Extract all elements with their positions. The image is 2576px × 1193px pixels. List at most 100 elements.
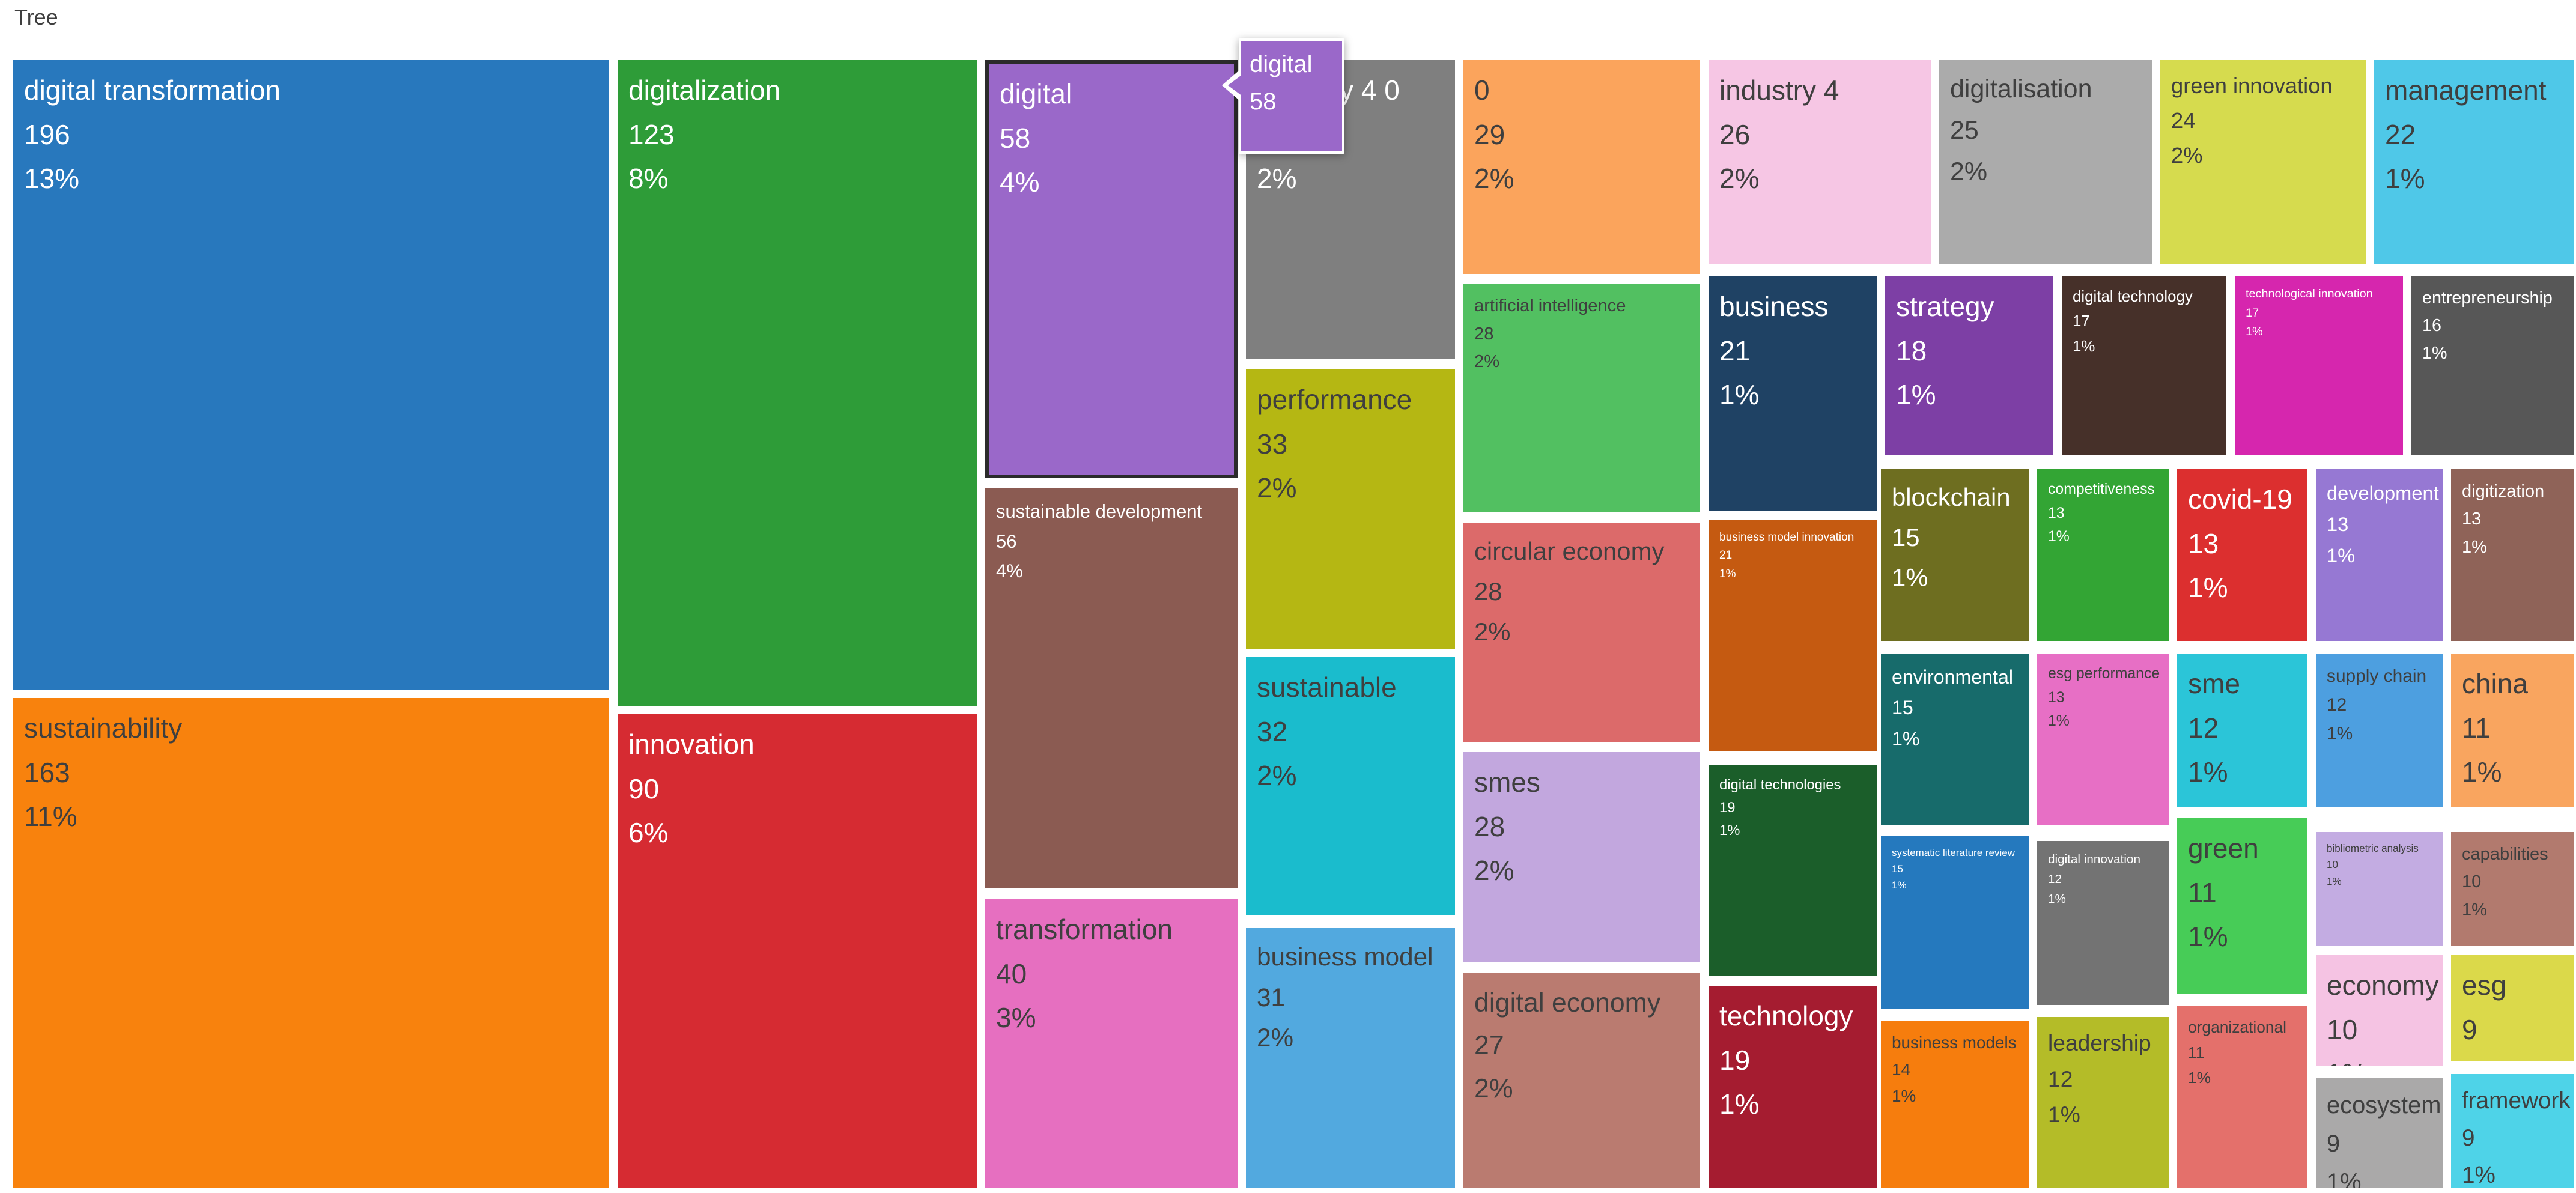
tile-esg-performance[interactable]: esg performance 13 1%	[2037, 654, 2169, 825]
tile-technological-innovation[interactable]: technological innovation 17 1%	[2235, 276, 2403, 455]
tile-digital-economy[interactable]: digital economy 27 2%	[1463, 973, 1700, 1188]
tile-sustainable-development[interactable]: sustainable development 56 4%	[985, 488, 1238, 888]
tile-percent: 1%	[1719, 822, 1740, 839]
tile-label: economy	[2327, 970, 2439, 1001]
tile-sme[interactable]: sme 12 1%	[2177, 654, 2307, 807]
tile-percent: 2%	[1474, 1073, 1513, 1103]
tile-innovation[interactable]: innovation 90 6%	[618, 714, 977, 1188]
tile-percent: 1%	[2048, 529, 2070, 545]
tile-green-innovation[interactable]: green innovation 24 2%	[2160, 60, 2366, 264]
tile-label: development	[2327, 482, 2439, 504]
tile-value: 10	[2327, 1013, 2358, 1045]
tile-percent: 1%	[2188, 1069, 2211, 1087]
tile-technology[interactable]: technology 19 1%	[1709, 986, 1877, 1188]
tile-label: transformation	[996, 914, 1173, 945]
tile-value: 28	[1474, 324, 1494, 344]
tile-circular-economy[interactable]: circular economy 28 2%	[1463, 523, 1700, 742]
tile-percent: 1%	[2327, 1168, 2362, 1188]
tile-blockchain[interactable]: blockchain 15 1%	[1881, 469, 2029, 641]
tile-systematic-literature-review[interactable]: systematic literature review 15 1%	[1881, 836, 2029, 1009]
tile-percent: 2%	[1474, 617, 1511, 646]
tile-value: 21	[1719, 335, 1751, 366]
tile-label: environmental	[1892, 666, 2013, 688]
tile-0[interactable]: 0 29 2%	[1463, 60, 1700, 274]
tile-framework[interactable]: framework 9 1%	[2451, 1074, 2574, 1188]
tile-value: 19	[1719, 800, 1736, 816]
tile-label: digitalisation	[1950, 74, 2092, 103]
tile-china[interactable]: china 11 1%	[2451, 654, 2574, 807]
tile-digitalisation[interactable]: digitalisation 25 2%	[1939, 60, 2152, 264]
tile-business[interactable]: business 21 1%	[1709, 276, 1877, 511]
tile-percent: 1%	[1892, 879, 1907, 891]
tile-green[interactable]: green 11 1%	[2177, 818, 2307, 994]
tile-percent: 1%	[2048, 1102, 2080, 1128]
tile-digital-technology[interactable]: digital technology 17 1%	[2062, 276, 2226, 455]
chart-title: Tree	[14, 5, 58, 29]
tile-percent: 1%	[2462, 1052, 2563, 1061]
tile-label: business models	[1892, 1033, 2017, 1052]
tile-economy[interactable]: economy 10 1%	[2316, 955, 2443, 1066]
tile-esg[interactable]: esg 9 1%	[2451, 955, 2574, 1061]
tile-value: 11	[2462, 712, 2491, 744]
tile-digitization[interactable]: digitization 13 1%	[2451, 469, 2574, 641]
tile-value: 11	[2188, 1043, 2205, 1062]
tile-smes[interactable]: smes 28 2%	[1463, 752, 1700, 962]
tile-digital-transformation[interactable]: digital transformation 196 13%	[13, 60, 609, 690]
tile-value: 22	[2385, 118, 2416, 150]
tile-label: management	[2385, 74, 2547, 106]
tile-environmental[interactable]: environmental 15 1%	[1881, 654, 2029, 825]
tile-percent: 4%	[1000, 166, 1040, 198]
tile-covid-19[interactable]: covid-19 13 1%	[2177, 469, 2307, 641]
tile-organizational[interactable]: organizational 11 1%	[2177, 1006, 2307, 1188]
tile-percent: 1%	[2327, 544, 2356, 567]
tile-digital-innovation[interactable]: digital innovation 12 1%	[2037, 841, 2169, 1005]
tile-value: 31	[1257, 983, 1285, 1012]
tile-industry-4[interactable]: industry 4 26 2%	[1709, 60, 1931, 264]
tile-sustainable[interactable]: sustainable 32 2%	[1246, 657, 1455, 915]
tile-label: green	[2188, 833, 2259, 864]
tile-value: 123	[628, 118, 675, 150]
tile-business-model[interactable]: business model 31 2%	[1246, 928, 1455, 1188]
tile-transformation[interactable]: transformation 40 3%	[985, 899, 1238, 1188]
tile-percent: 1%	[2048, 713, 2070, 730]
tile-development[interactable]: development 13 1%	[2316, 469, 2443, 641]
tile-label: blockchain	[1892, 483, 2011, 511]
tile-entrepreneurship[interactable]: entrepreneurship 16 1%	[2411, 276, 2574, 455]
tile-value: 13	[2048, 505, 2065, 521]
tile-digitalization[interactable]: digitalization 123 8%	[618, 60, 977, 706]
tile-value: 58	[1000, 122, 1031, 154]
tile-label: innovation	[628, 729, 755, 760]
tile-leadership[interactable]: leadership 12 1%	[2037, 1017, 2169, 1188]
tile-performance[interactable]: performance 33 2%	[1246, 369, 1455, 649]
tile-capabilities[interactable]: capabilities 10 1%	[2451, 832, 2574, 946]
tile-digital[interactable]: digital 58 4%	[985, 60, 1238, 478]
tile-percent: 2%	[1474, 163, 1514, 195]
tile-competitiveness[interactable]: competitiveness 13 1%	[2037, 469, 2169, 641]
tile-percent: 1%	[2188, 921, 2228, 953]
tile-value: 12	[2327, 694, 2347, 715]
tile-artificial-intelligence[interactable]: artificial intelligence 28 2%	[1463, 284, 1700, 512]
tile-value: 10	[2462, 872, 2482, 892]
tile-value: 196	[24, 118, 70, 150]
tile-value: 13	[2048, 689, 2065, 706]
tile-value: 21	[1719, 549, 1733, 562]
tile-bibliometric-analysis[interactable]: bibliometric analysis 10 1%	[2316, 832, 2443, 946]
tooltip: digital 58	[1222, 38, 1344, 154]
tile-value: 15	[1892, 523, 1920, 551]
tile-business-models[interactable]: business models 14 1%	[1881, 1021, 2029, 1188]
tile-label: china	[2462, 668, 2528, 699]
tile-supply-chain[interactable]: supply chain 12 1%	[2316, 654, 2443, 807]
tile-percent: 1%	[2462, 900, 2487, 920]
tile-management[interactable]: management 22 1%	[2374, 60, 2574, 264]
tile-ecosystem[interactable]: ecosystem 9 1%	[2316, 1078, 2443, 1188]
tile-label: industry 4	[1719, 74, 1839, 106]
tile-digital-technologies[interactable]: digital technologies 19 1%	[1709, 765, 1877, 976]
tile-strategy[interactable]: strategy 18 1%	[1885, 276, 2053, 455]
tile-value: 13	[2327, 513, 2349, 536]
tile-business-model-innovation[interactable]: business model innovation 21 1%	[1709, 520, 1877, 751]
tile-label: digital transformation	[24, 74, 281, 106]
tile-sustainability[interactable]: sustainability 163 11%	[13, 698, 609, 1188]
tile-percent: 2%	[1474, 352, 1500, 372]
tile-percent: 1%	[2188, 756, 2228, 788]
